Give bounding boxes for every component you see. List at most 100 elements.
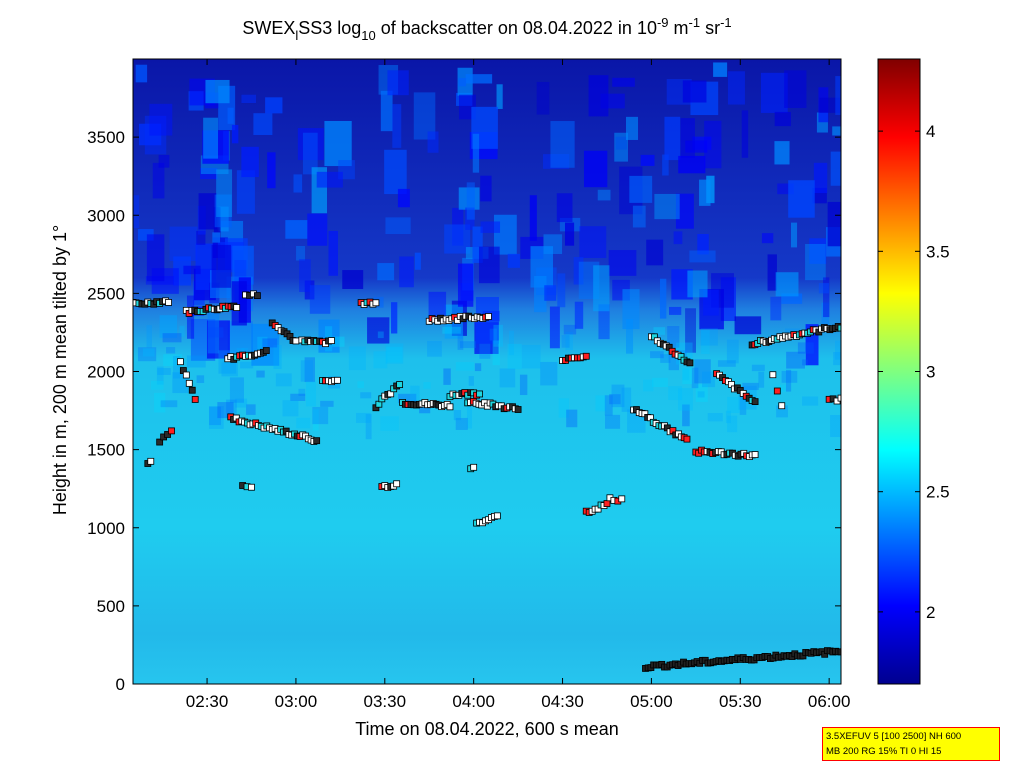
field-patch xyxy=(583,150,608,188)
y-tick-label: 500 xyxy=(97,597,125,616)
field-patch xyxy=(739,391,747,415)
field-patch xyxy=(489,328,497,341)
field-patch xyxy=(574,301,584,329)
field-patch xyxy=(399,256,414,288)
field-patch xyxy=(726,339,739,364)
field-patch xyxy=(492,340,500,366)
field-patch xyxy=(742,382,759,391)
field-patch xyxy=(212,232,221,243)
field-patch xyxy=(137,347,157,362)
field-patch xyxy=(720,277,736,322)
y-axis: 0 500 1000 1500 2000 2500 3000 3500 xyxy=(87,128,841,694)
cloud-base-marker xyxy=(493,512,501,520)
field-patch xyxy=(332,336,345,347)
field-patch xyxy=(285,220,308,239)
field-patch xyxy=(307,213,328,246)
field-patch xyxy=(573,257,584,285)
field-patch xyxy=(455,362,475,371)
field-patch xyxy=(296,417,311,429)
y-tick-label: 2500 xyxy=(87,284,125,303)
cloud-base-marker xyxy=(618,495,626,503)
x-tick-label: 03:30 xyxy=(364,692,407,711)
field-patch xyxy=(203,117,219,159)
field-patch xyxy=(667,326,680,348)
field-patch xyxy=(687,270,708,298)
cloud-base-marker xyxy=(156,438,164,446)
x-tick-label: 06:00 xyxy=(808,692,851,711)
field-patch xyxy=(410,385,420,401)
field-patch xyxy=(717,360,736,367)
field-patch xyxy=(312,409,319,431)
field-patch xyxy=(664,116,681,161)
field-patch xyxy=(668,386,683,401)
field-patch xyxy=(508,330,514,356)
field-patch xyxy=(200,168,218,180)
field-patch xyxy=(293,174,303,193)
field-patch xyxy=(377,331,384,339)
field-patch xyxy=(137,229,154,241)
field-patch xyxy=(604,395,613,416)
field-patch xyxy=(621,387,632,412)
field-patch xyxy=(707,413,723,422)
field-patch xyxy=(142,348,155,357)
field-patch xyxy=(507,253,520,268)
field-patch xyxy=(159,315,178,338)
field-patch xyxy=(540,361,558,386)
field-patch xyxy=(356,412,371,423)
field-patch xyxy=(146,234,165,282)
cloud-base-markers xyxy=(133,290,841,672)
field-patch xyxy=(549,306,560,349)
field-patch xyxy=(697,391,705,398)
field-patch xyxy=(632,205,646,228)
x-tick-label: 05:30 xyxy=(719,692,762,711)
cloud-base-marker xyxy=(837,394,841,402)
x-tick-label: 02:30 xyxy=(186,692,229,711)
field-patch xyxy=(727,396,740,414)
field-patch xyxy=(320,400,334,407)
cloud-base-marker xyxy=(446,403,454,411)
field-patch xyxy=(296,245,306,261)
field-patch xyxy=(550,121,575,168)
field-patch xyxy=(297,128,324,161)
field-patch xyxy=(156,366,164,385)
cloud-base-marker xyxy=(603,500,611,507)
field-patch xyxy=(480,221,501,233)
cloud-base-marker xyxy=(313,437,321,445)
field-patch xyxy=(149,103,173,136)
field-patch xyxy=(302,132,318,175)
cloud-base-marker xyxy=(254,292,261,300)
field-patch xyxy=(788,180,815,218)
field-patch xyxy=(678,388,693,411)
field-patch xyxy=(646,239,664,266)
field-patch xyxy=(198,193,217,230)
field-patch xyxy=(146,325,152,348)
field-patch xyxy=(835,76,841,115)
field-patch xyxy=(391,302,398,334)
field-patch xyxy=(138,123,162,146)
colorbar xyxy=(877,58,921,685)
y-axis-label: Height in m, 200 m mean tilted by 1° xyxy=(50,225,70,515)
field-patch xyxy=(774,141,790,165)
cloud-base-marker xyxy=(751,451,759,458)
field-patch xyxy=(691,367,699,389)
field-patch xyxy=(802,396,819,406)
field-patch xyxy=(196,230,206,245)
y-tick-label: 3000 xyxy=(87,206,125,225)
x-axis: 02:30 03:00 03:30 04:00 04:30 05:00 05:30 06:00 xyxy=(186,59,851,711)
field-patch xyxy=(479,343,491,359)
field-patch xyxy=(328,230,338,276)
cloud-base-marker xyxy=(773,387,781,395)
field-patch xyxy=(160,400,178,408)
y-tick-label: 0 xyxy=(116,675,125,694)
field-patch xyxy=(466,406,473,429)
field-patch xyxy=(595,395,607,412)
settings-line-1: 3.5XEFUV 5 [100 2500] NH 600 xyxy=(826,731,962,742)
cloud-base-marker xyxy=(837,324,841,332)
field-patch xyxy=(256,370,265,378)
field-patch xyxy=(299,259,311,292)
field-patch xyxy=(205,79,230,104)
cloud-base-marker xyxy=(769,371,777,379)
x-tick-label: 05:00 xyxy=(630,692,673,711)
field-patch xyxy=(640,154,655,166)
field-patch xyxy=(365,414,372,440)
